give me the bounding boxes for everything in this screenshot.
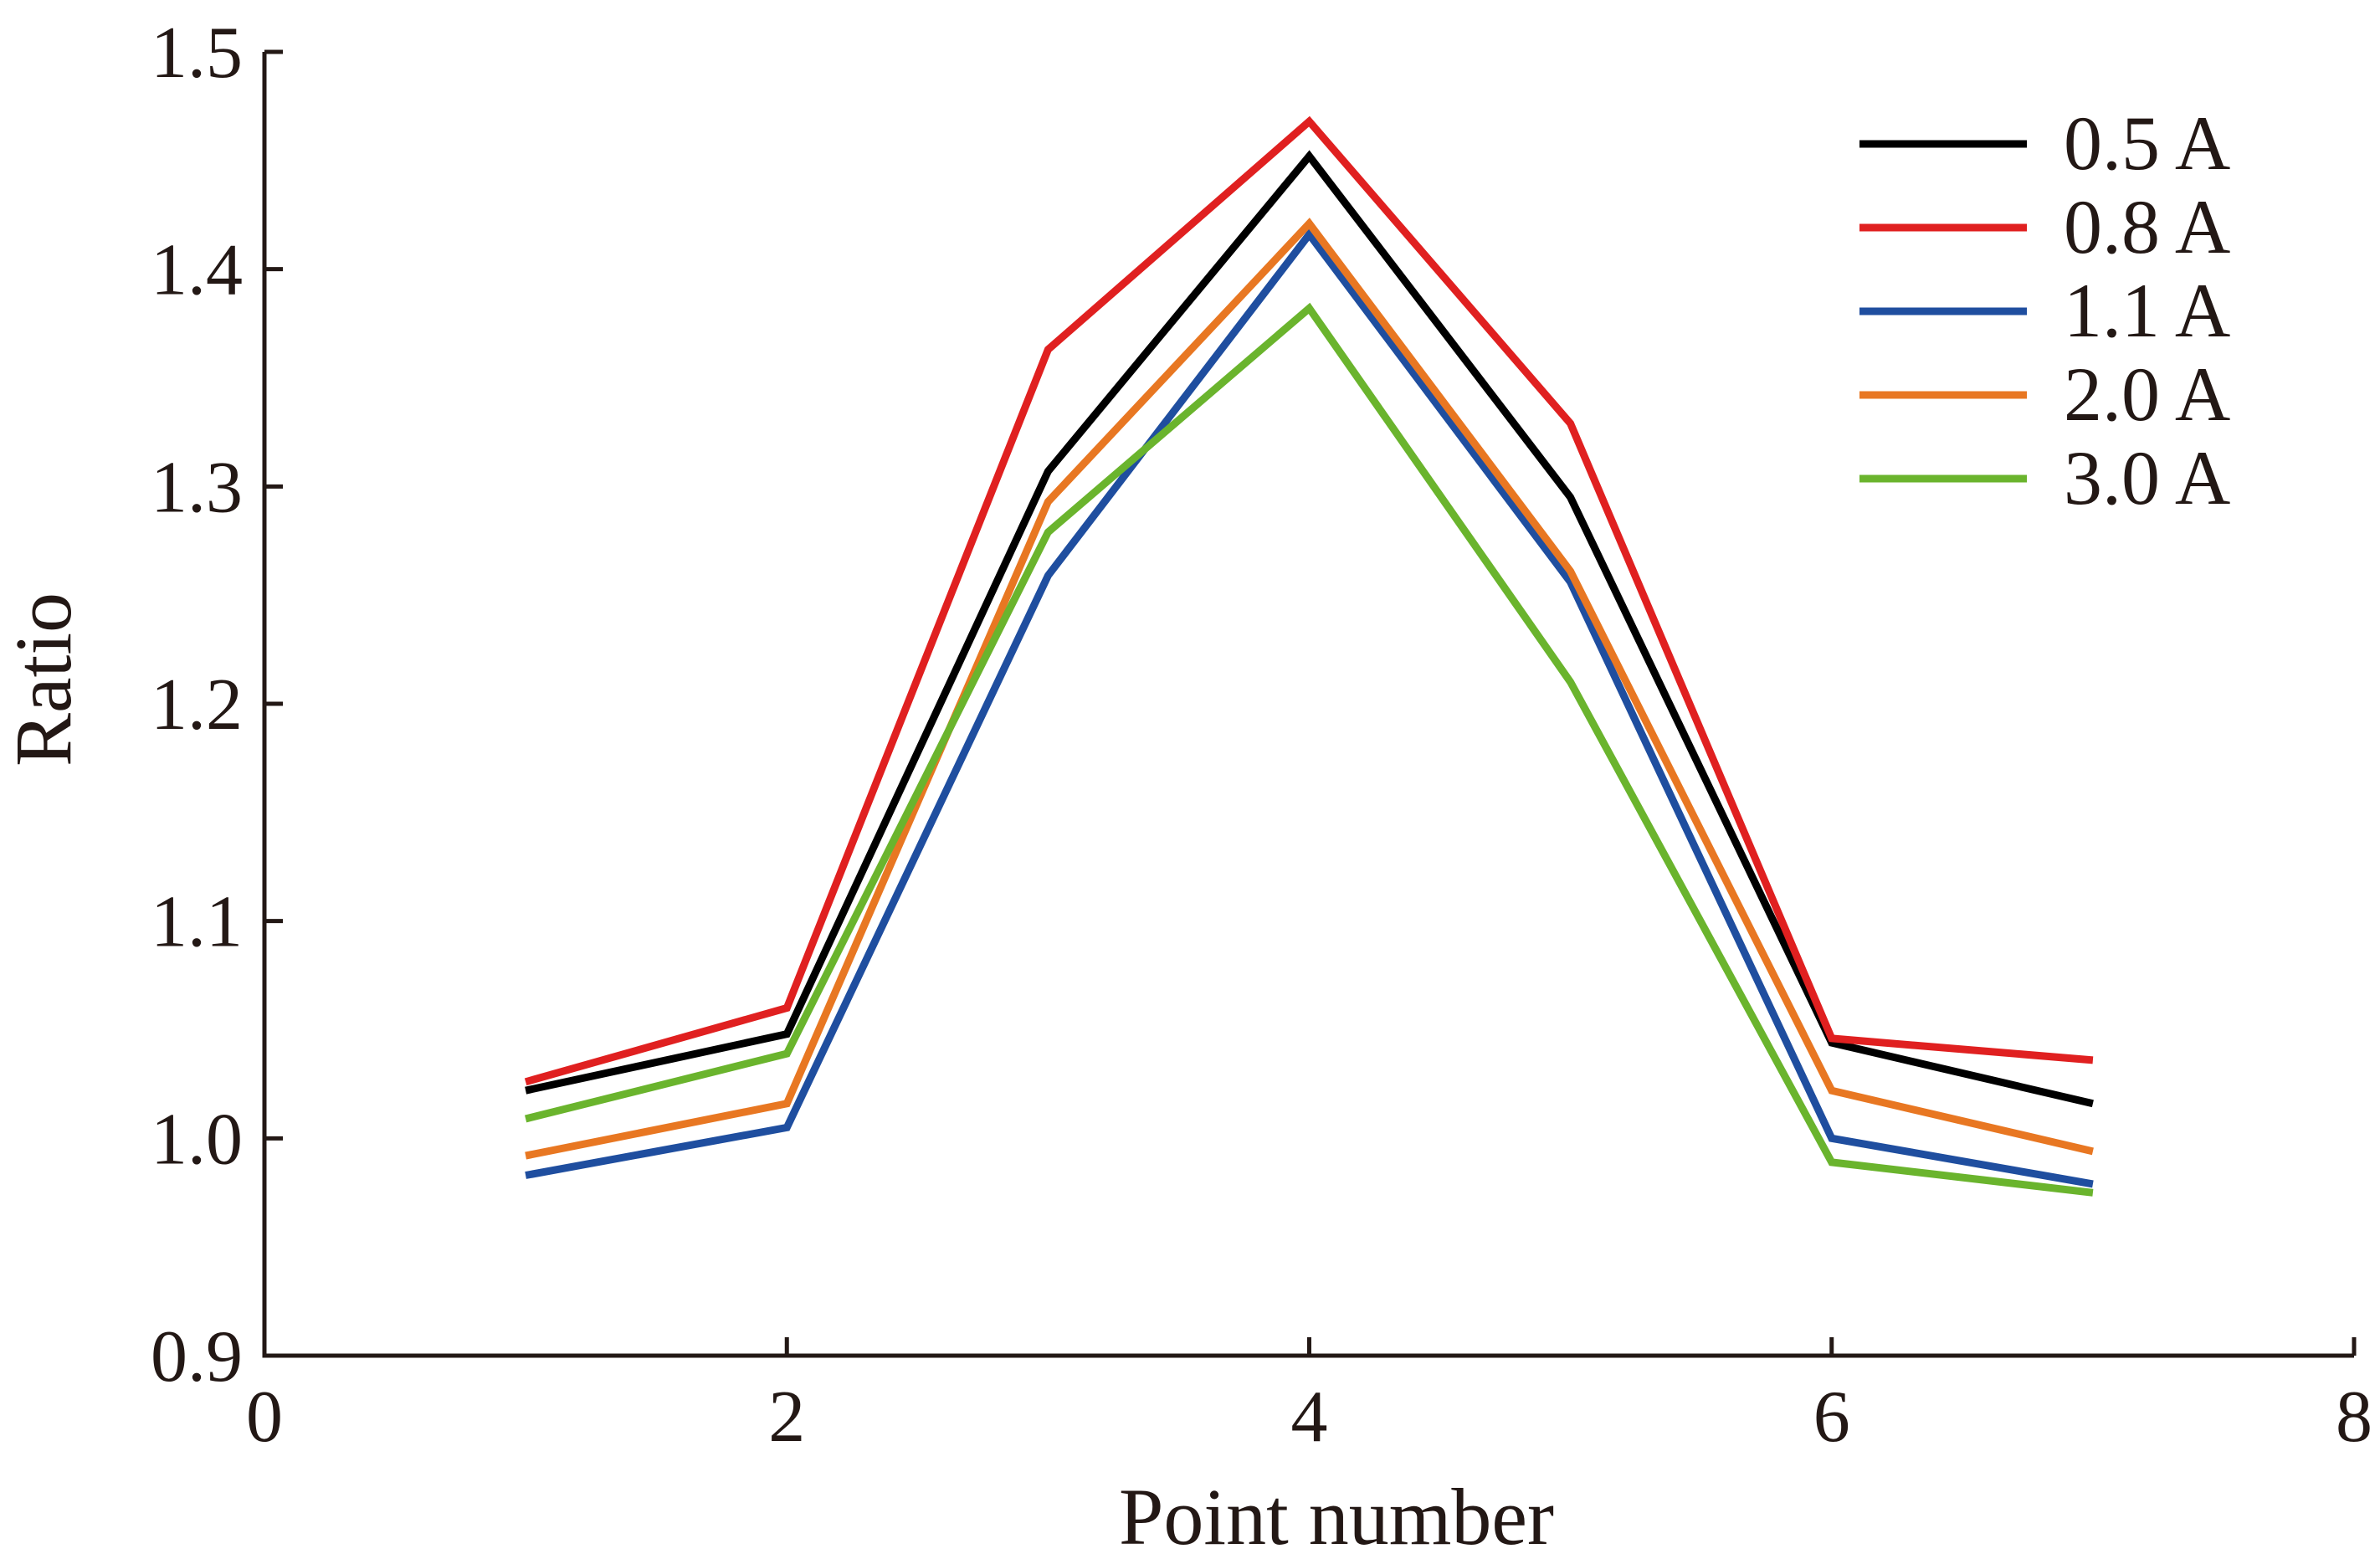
series-line-1-1-a (525, 228, 2094, 1188)
x-tick-label: 6 (1813, 1377, 1850, 1458)
series-line-2-0-a (525, 218, 2094, 1160)
y-tick-label: 1.3 (151, 447, 243, 528)
y-tick-label: 1.1 (151, 882, 243, 963)
x-tick-label: 2 (768, 1377, 805, 1458)
y-tick-label: 1.4 (151, 230, 243, 311)
y-tick-label: 1.5 (151, 13, 243, 94)
y-tick-label: 1.0 (151, 1099, 243, 1180)
legend-label: 0.8 A (2064, 184, 2230, 269)
legend-label: 0.5 A (2064, 100, 2230, 186)
axis-lines (262, 52, 2354, 1358)
y-tick-label: 1.2 (151, 664, 243, 746)
x-tick-label: 0 (246, 1377, 283, 1458)
series-group (524, 115, 2094, 1197)
y-axis-title: Ratio (0, 592, 88, 767)
series-line-3-0-a (525, 302, 2094, 1197)
legend-label: 2.0 A (2064, 351, 2230, 437)
legend: 0.5 A0.8 A1.1 A2.0 A3.0 A (1859, 100, 2230, 521)
legend-label: 3.0 A (2064, 435, 2230, 521)
series-line-0-5-a (525, 150, 2094, 1108)
series-line-0-8-a (524, 115, 2094, 1086)
y-tick-label: 0.9 (151, 1316, 243, 1397)
axes: 0 2 4 6 8 0.9 1.0 1.1 1.2 1.3 1.4 1.5 (151, 13, 2372, 1458)
x-tick-label: 4 (1291, 1377, 1328, 1458)
x-axis-title: Point number (1119, 1472, 1554, 1559)
x-tick-label: 8 (2336, 1377, 2372, 1458)
legend-label: 1.1 A (2064, 268, 2230, 353)
